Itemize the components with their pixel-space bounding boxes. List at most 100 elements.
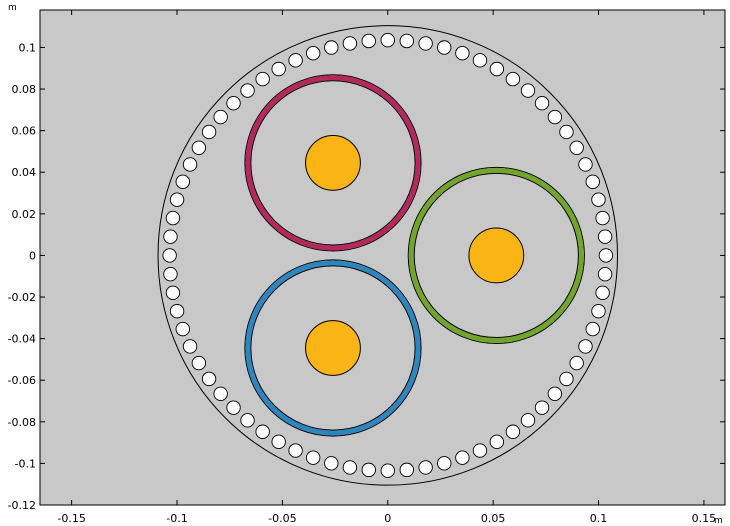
armour-wire	[520, 413, 536, 428]
armour-wire	[597, 229, 613, 244]
phase-inner-edge	[250, 265, 416, 431]
armour-wire	[380, 463, 395, 478]
armour-wire	[182, 339, 198, 354]
y-tick-label: -0.12	[8, 499, 36, 512]
armour-wire	[559, 124, 574, 140]
armour-wire	[226, 400, 241, 415]
phase-conductor-2	[407, 166, 585, 345]
phase-conductor-1	[244, 74, 422, 252]
armour-wire	[520, 83, 536, 98]
geometry-group	[157, 25, 619, 486]
armour-wire	[585, 321, 600, 337]
armour-wire	[163, 266, 178, 282]
armour-wire	[547, 109, 563, 125]
armour-wire	[399, 33, 414, 49]
phase-outer-edge	[244, 259, 422, 437]
armour-wire	[305, 450, 321, 465]
x-tick-label: 0.15	[692, 512, 717, 525]
armour-wire	[418, 36, 433, 51]
phase-inner-edge	[413, 172, 579, 339]
armour-wire	[191, 140, 207, 155]
x-tick-label: 0.1	[590, 512, 608, 525]
y-tick-label: -0.02	[8, 291, 36, 304]
phase-outer-edge	[244, 74, 422, 252]
armour-wire	[597, 266, 613, 282]
armour-wire	[201, 371, 217, 387]
armour-wire	[489, 434, 505, 450]
armour-wire	[472, 53, 488, 68]
armour-wire	[380, 32, 395, 48]
armour-wire	[505, 424, 521, 439]
armour-wire	[288, 443, 303, 458]
armour-wire	[324, 40, 339, 55]
armour-wire	[399, 462, 414, 478]
armour-wire	[191, 355, 207, 371]
armour-wire	[271, 61, 286, 77]
armour-wire	[455, 45, 470, 61]
armour-wire	[598, 248, 614, 263]
x-axis-unit: m	[714, 516, 723, 526]
armour-wire	[305, 45, 321, 61]
plot-area	[39, 9, 726, 506]
y-tick-label: -0.08	[8, 416, 36, 429]
armour-wire	[418, 460, 433, 475]
armour-wire	[361, 462, 376, 478]
phase-screen-ring	[245, 75, 421, 251]
armour-wire	[437, 456, 452, 471]
phase-screen-ring	[245, 260, 421, 436]
y-tick-label: -0.1	[15, 457, 36, 470]
y-tick-label: 0.08	[12, 83, 37, 96]
x-tick-label: -0.05	[268, 512, 296, 525]
armour-wire	[163, 229, 178, 244]
armour-wire	[226, 96, 241, 111]
armour-wire	[288, 53, 303, 68]
armour-wire	[534, 400, 550, 415]
armour-wire	[175, 174, 190, 189]
armour-wire	[361, 33, 376, 49]
x-tick-label: 0.05	[481, 512, 506, 525]
armour-wire	[578, 339, 593, 354]
x-tick-label: -0.15	[57, 512, 85, 525]
armour-wire	[455, 450, 470, 465]
phase-inner-edge	[250, 80, 416, 246]
x-tick-label: -0.1	[166, 512, 187, 525]
y-tick-label: 0.04	[12, 166, 37, 179]
armour-wire	[505, 71, 521, 87]
y-axis-unit: m	[8, 3, 17, 13]
armour-wire	[255, 71, 270, 87]
armour-wire	[175, 321, 190, 337]
armour-wire	[342, 460, 358, 475]
y-tick-label: 0	[29, 249, 36, 262]
armour-wire	[162, 248, 177, 263]
y-tick-label: 0.1	[19, 41, 37, 54]
armour-wire	[240, 83, 255, 98]
armour-wire	[255, 424, 270, 439]
conductor-core	[305, 134, 361, 191]
outer-sheath-circle	[157, 25, 619, 486]
y-tick-label: 0.02	[12, 208, 37, 221]
conductor-core	[468, 227, 525, 284]
x-tick-label: 0	[384, 512, 391, 525]
y-tick-label: -0.04	[8, 333, 36, 346]
conductor-core	[305, 320, 361, 376]
armour-wire	[169, 192, 185, 207]
axis-ticks: -0.15 -0.1 -0.05 0 0.05 0.1 0.15 0.1 0.08 0.06 0.0…	[8, 10, 725, 525]
armour-wire	[569, 140, 584, 155]
armour-wire	[342, 36, 358, 51]
armour-wire	[472, 443, 488, 458]
armour-wire	[595, 210, 610, 226]
armour-wire	[547, 386, 563, 401]
armour-wire	[595, 285, 610, 300]
phase-screen-ring	[408, 167, 584, 344]
armour-wire	[271, 434, 286, 450]
armour-wire	[182, 157, 198, 172]
armour-wire	[559, 371, 574, 387]
armour-wire	[585, 174, 600, 189]
armour-wire	[324, 456, 339, 471]
armour-wire	[201, 124, 217, 140]
armour-wire	[591, 192, 606, 207]
armour-wire	[534, 96, 550, 111]
phase-outer-edge	[407, 166, 585, 345]
armour-wire	[169, 303, 185, 319]
armour-wire	[165, 210, 181, 226]
